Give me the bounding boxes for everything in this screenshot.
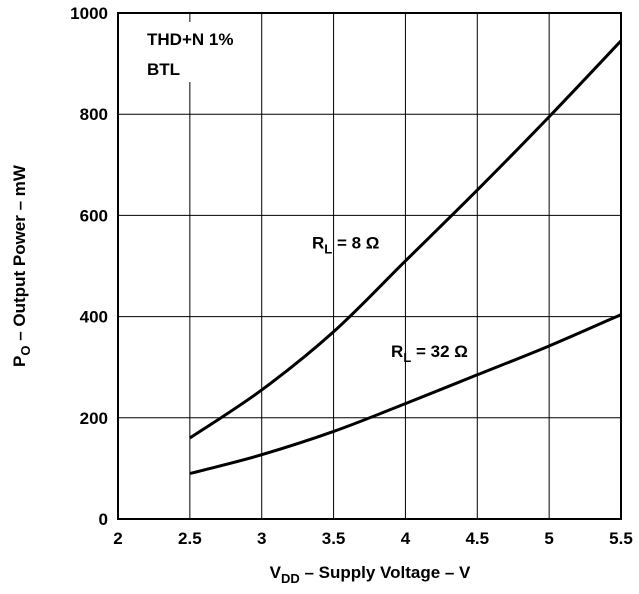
x-tick-label: 3.5 — [322, 529, 346, 548]
x-axis-title-prefix: V — [270, 563, 282, 582]
series-label-32-ohm-subscript: L — [403, 350, 411, 365]
series-label-8-ohm: RL = 8 Ω — [312, 233, 379, 256]
y-tick-label: 200 — [80, 409, 108, 428]
series-label-32-ohm-suffix: = 32 Ω — [411, 342, 468, 361]
y-tick-label: 1000 — [70, 4, 108, 23]
y-tick-label: 800 — [80, 105, 108, 124]
series-label-8-ohm-prefix: R — [312, 233, 324, 252]
x-tick-label: 4.5 — [465, 529, 489, 548]
condition-btl: BTL — [147, 60, 180, 79]
x-tick-label: 2 — [113, 529, 122, 548]
y-axis-title-prefix: P — [10, 356, 29, 367]
y-axis-title: PO – Output Power – mW — [10, 164, 33, 367]
plot-frame — [117, 12, 622, 520]
tick-labels: 2 2.5 3 3.5 4 4.5 5 5.5 0 200 400 600 800 1000 — [70, 4, 633, 548]
series-lines — [189, 39, 623, 475]
y-axis-title-suffix: – Output Power – mW — [10, 164, 29, 345]
x-axis-title-suffix: – Supply Voltage – V — [300, 563, 471, 582]
x-tick-label: 5.5 — [609, 529, 633, 548]
series-labels: RL = 8 Ω RL = 32 Ω — [312, 233, 468, 365]
x-axis-title-subscript: DD — [281, 571, 300, 586]
conditions-background — [140, 22, 235, 82]
x-tick-label: 3 — [257, 529, 266, 548]
condition-thd: THD+N 1% — [147, 30, 233, 49]
conditions-legend: THD+N 1% BTL — [140, 22, 235, 82]
plot-background — [118, 13, 621, 519]
y-tick-label: 400 — [80, 308, 108, 327]
x-tick-label: 4 — [401, 529, 411, 548]
y-axis-title-subscript: O — [18, 345, 33, 355]
grid-lines — [118, 13, 621, 519]
y-tick-label: 0 — [99, 510, 108, 529]
series-line-1 — [189, 313, 622, 475]
x-axis-title: VDD – Supply Voltage – V — [270, 563, 471, 586]
y-tick-label: 600 — [80, 206, 108, 225]
series-label-8-ohm-suffix: = 8 Ω — [332, 233, 379, 252]
series-label-32-ohm: RL = 32 Ω — [391, 342, 468, 365]
series-label-32-ohm-prefix: R — [391, 342, 403, 361]
series-label-8-ohm-subscript: L — [324, 241, 332, 256]
x-tick-label: 2.5 — [178, 529, 202, 548]
series-line-0 — [189, 39, 623, 440]
x-tick-label: 5 — [544, 529, 553, 548]
